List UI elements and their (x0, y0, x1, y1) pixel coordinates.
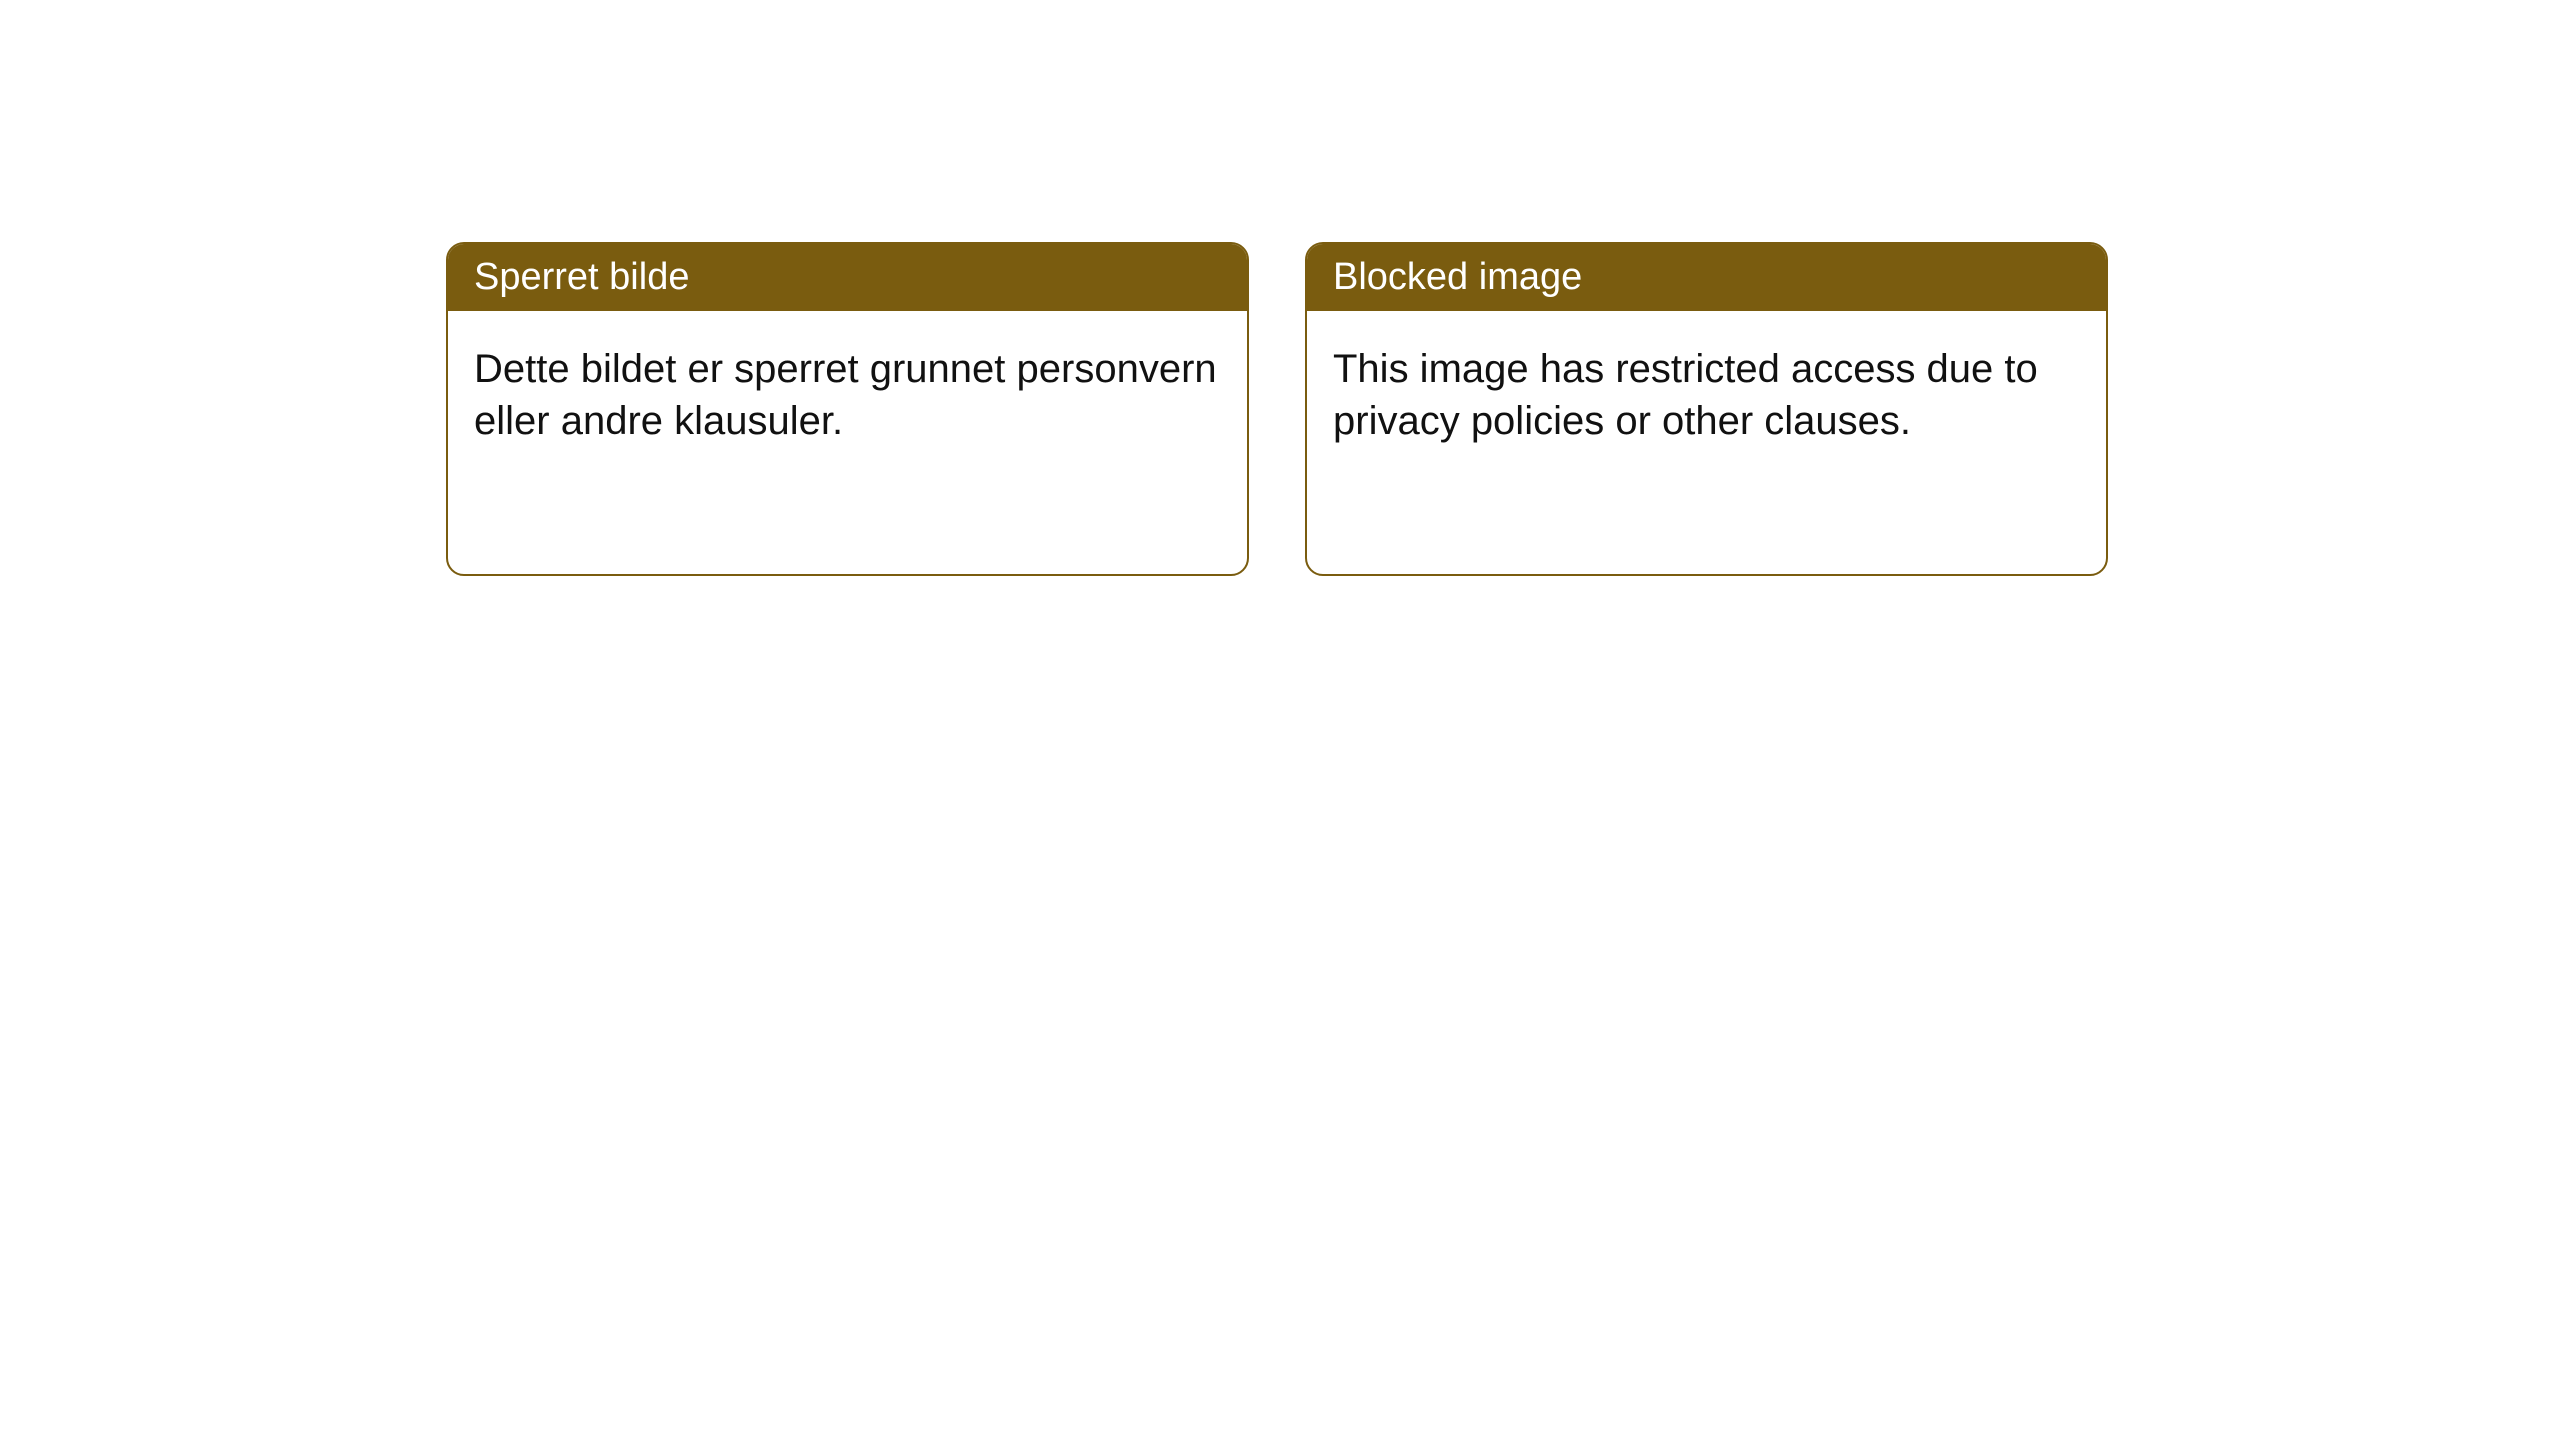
card-header: Blocked image (1307, 244, 2106, 311)
blocked-image-card-norwegian: Sperret bilde Dette bildet er sperret gr… (446, 242, 1249, 576)
card-header: Sperret bilde (448, 244, 1247, 311)
card-body-text: This image has restricted access due to … (1333, 347, 2038, 443)
blocked-image-card-english: Blocked image This image has restricted … (1305, 242, 2108, 576)
card-title: Blocked image (1333, 256, 1582, 298)
card-body: Dette bildet er sperret grunnet personve… (448, 311, 1247, 479)
notice-cards-container: Sperret bilde Dette bildet er sperret gr… (0, 0, 2560, 576)
card-title: Sperret bilde (474, 256, 689, 298)
card-body: This image has restricted access due to … (1307, 311, 2106, 479)
card-body-text: Dette bildet er sperret grunnet personve… (474, 347, 1217, 443)
